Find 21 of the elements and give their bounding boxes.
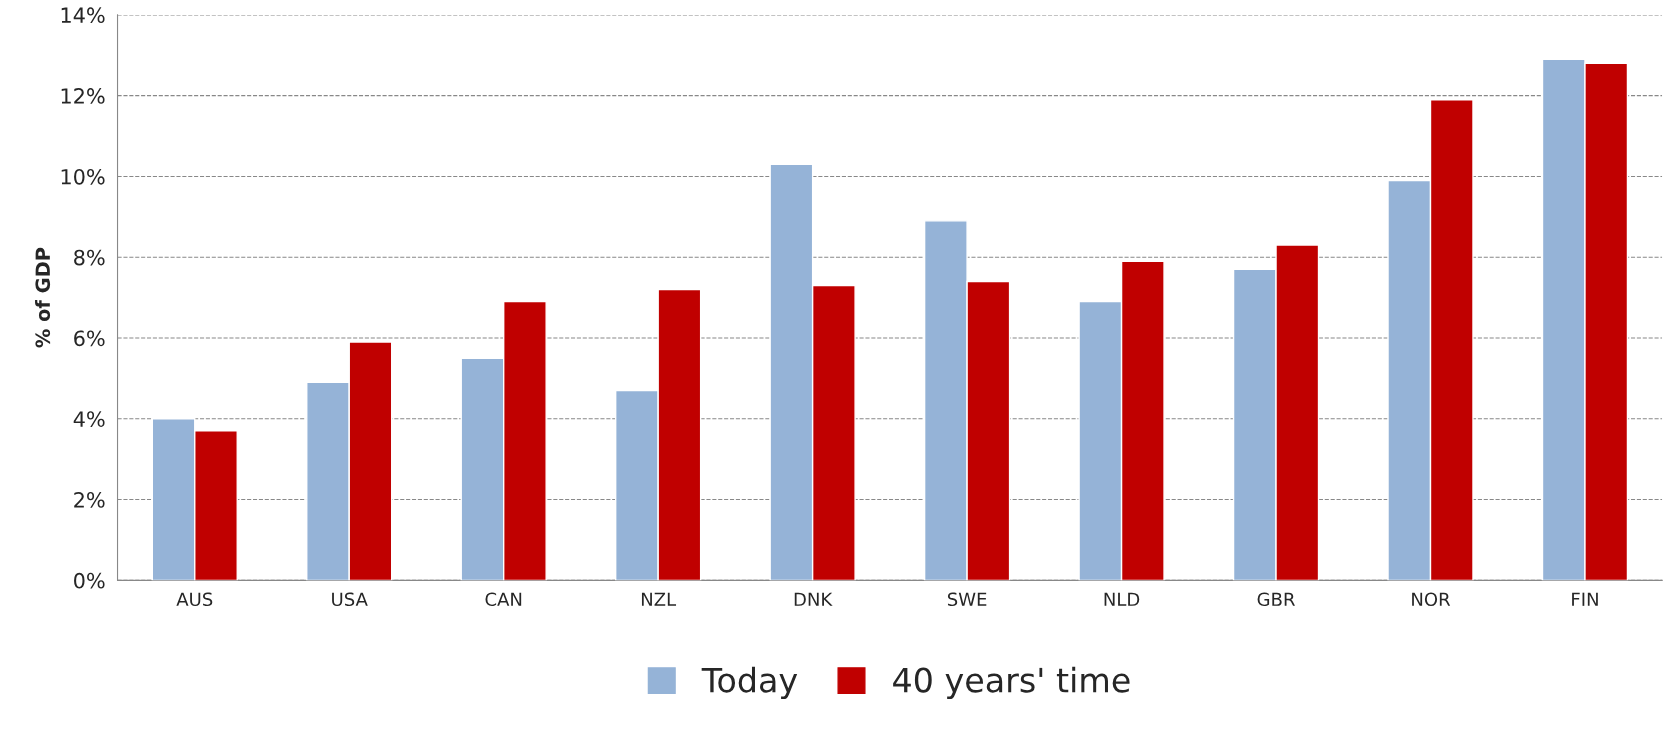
legend-label: 40 years' time bbox=[893, 666, 1130, 700]
y-tick-label: 4% bbox=[73, 411, 105, 427]
x-tick-label: NLD bbox=[1104, 592, 1140, 606]
y-tick-label: 2% bbox=[74, 492, 105, 508]
x-tick-label: NZL bbox=[641, 592, 677, 606]
y-tick-label: 8% bbox=[74, 249, 105, 266]
legend-label: Today bbox=[701, 666, 798, 700]
y-tick-label: 6% bbox=[74, 330, 105, 347]
x-tick-label: GBR bbox=[1257, 592, 1295, 607]
x-tick-label: SWE bbox=[947, 592, 987, 607]
x-tick-label: NOR bbox=[1412, 592, 1451, 607]
y-tick-label: 12% bbox=[61, 88, 105, 104]
y-tick-label: 10% bbox=[61, 168, 105, 185]
x-tick-label: CAN bbox=[485, 592, 522, 607]
x-tick-label: AUS bbox=[176, 592, 213, 607]
y-tick-label: 0% bbox=[74, 572, 105, 589]
x-tick-label: USA bbox=[332, 592, 368, 607]
x-tick-label: FIN bbox=[1572, 592, 1598, 606]
y-tick-label: 14% bbox=[61, 7, 105, 24]
x-tick-label: DNK bbox=[794, 592, 833, 606]
y-axis-title: % of GDP bbox=[35, 247, 51, 348]
